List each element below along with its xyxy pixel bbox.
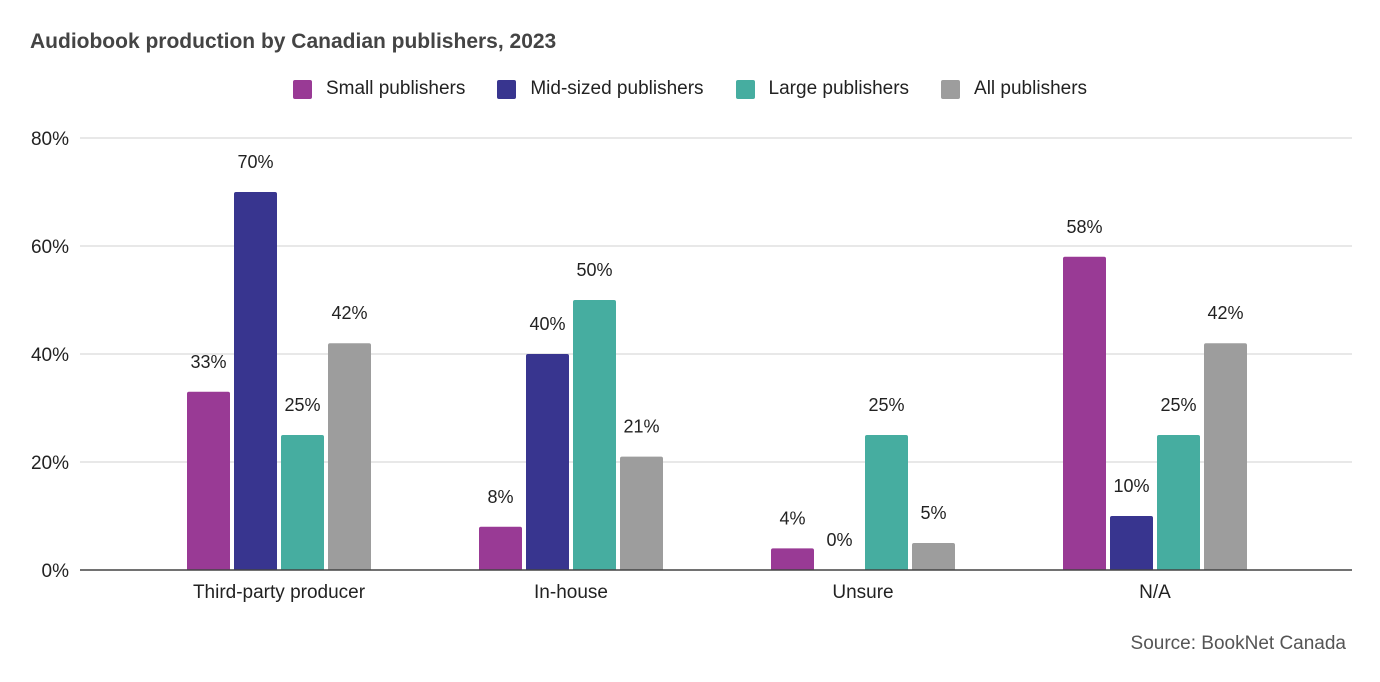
x-tick-label: N/A [1139,582,1171,603]
data-label: 70% [237,152,273,172]
legend-label: Mid-sized publishers [530,78,704,99]
bar [1063,256,1106,570]
data-label: 10% [1113,476,1149,496]
legend-label: Large publishers [768,78,910,99]
legend-swatch [292,79,312,99]
source-note: Source: BookNet Canada [1130,633,1346,654]
legend-item: Mid-sized publishers [497,78,704,100]
y-tick-label: 0% [42,561,70,582]
y-tick-label: 60% [31,237,69,258]
bar [187,391,230,570]
y-tick-label: 80% [31,129,69,150]
legend-swatch [497,79,517,99]
legend-swatch [941,79,961,99]
x-tick-label: Unsure [832,582,893,603]
x-tick-label: In-house [534,582,608,603]
bar [912,543,955,570]
data-label: 33% [190,352,226,372]
bar [1110,516,1153,570]
data-label: 21% [623,417,659,437]
bar [865,435,908,570]
data-label: 0% [826,530,852,550]
legend-label: All publishers [974,78,1088,99]
bar [479,526,522,570]
data-label: 8% [487,487,513,507]
data-label: 42% [331,303,367,323]
legend-label: Small publishers [325,78,466,99]
data-label: 25% [284,395,320,415]
y-tick-label: 40% [31,345,69,366]
bar [1204,343,1247,570]
y-tick-label: 20% [31,453,69,474]
data-label: 25% [1160,395,1196,415]
legend-item: Large publishers [735,78,910,100]
chart-legend: Small publishers Mid-sized publishers Larg… [0,78,1380,100]
bar [771,548,814,570]
data-label: 58% [1066,217,1102,237]
data-label: 50% [576,260,612,280]
legend-swatch [735,79,755,99]
bar [620,456,663,570]
bar [1157,435,1200,570]
bar [526,354,569,570]
data-label: 40% [529,314,565,334]
data-label: 5% [920,503,946,523]
chart-title: Audiobook production by Canadian publish… [30,30,557,53]
x-tick-label: Third-party producer [193,582,366,603]
data-label: 42% [1207,303,1243,323]
bar [281,435,324,570]
bar [234,192,277,570]
bar [328,343,371,570]
legend-item: Small publishers [292,78,466,100]
bar [573,300,616,570]
data-label: 4% [779,508,805,528]
data-label: 25% [868,395,904,415]
legend-item: All publishers [941,78,1087,100]
